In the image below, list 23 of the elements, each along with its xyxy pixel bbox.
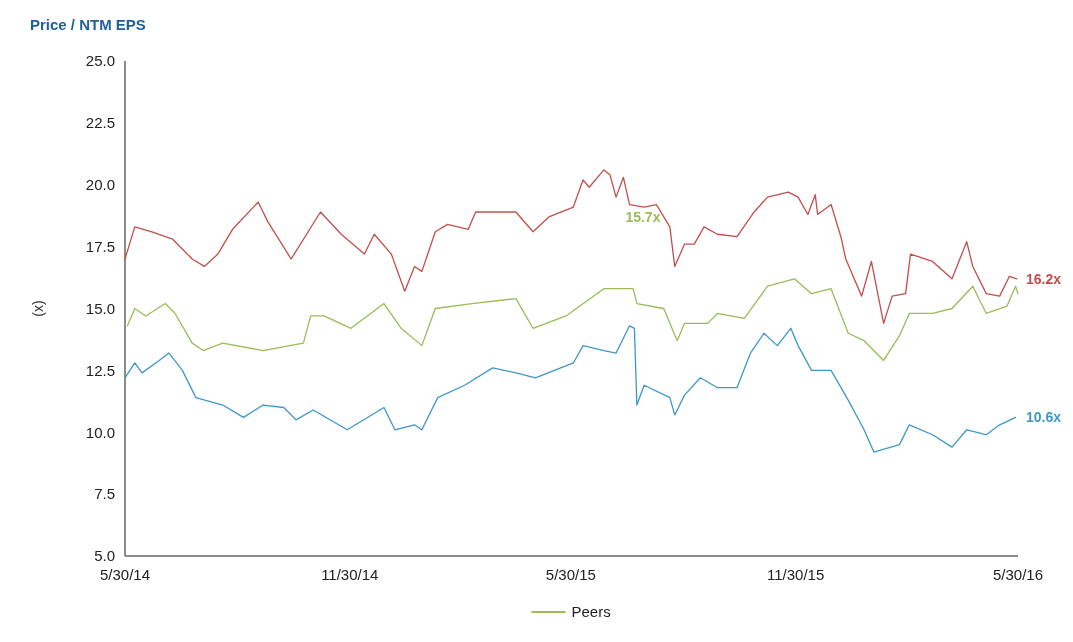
y-tick-label: 12.5 [85, 361, 115, 379]
x-tick-label: 11/30/15 [767, 566, 825, 583]
annotation: 16.2x [1026, 270, 1062, 287]
y-tick-label: 20.0 [85, 176, 115, 193]
chart-title: Price / NTM EPS [30, 16, 146, 33]
line-series [124, 169, 1018, 324]
y-tick-label: 5.0 [94, 547, 115, 565]
line-series [124, 325, 1017, 453]
y-tick-label: 10.0 [85, 423, 115, 441]
y-tick-label: 25.0 [85, 52, 115, 70]
x-tick-label: 5/30/15 [545, 566, 596, 583]
annotation: 15.7x [625, 208, 661, 225]
y-tick-label: 17.5 [85, 237, 115, 255]
line-series [126, 278, 1019, 362]
x-tick-label: 5/30/16 [992, 566, 1044, 583]
y-tick-label: 15.0 [85, 299, 115, 317]
y-tick-label: 22.5 [85, 114, 115, 132]
x-tick-label: 5/30/14 [99, 566, 151, 583]
annotation: 10.6x [1026, 409, 1062, 426]
x-tick-label: 11/30/14 [321, 566, 379, 583]
legend-label: Peers [571, 603, 611, 621]
y-axis-title: (x) [30, 300, 46, 317]
y-tick-label: 7.5 [94, 485, 115, 503]
